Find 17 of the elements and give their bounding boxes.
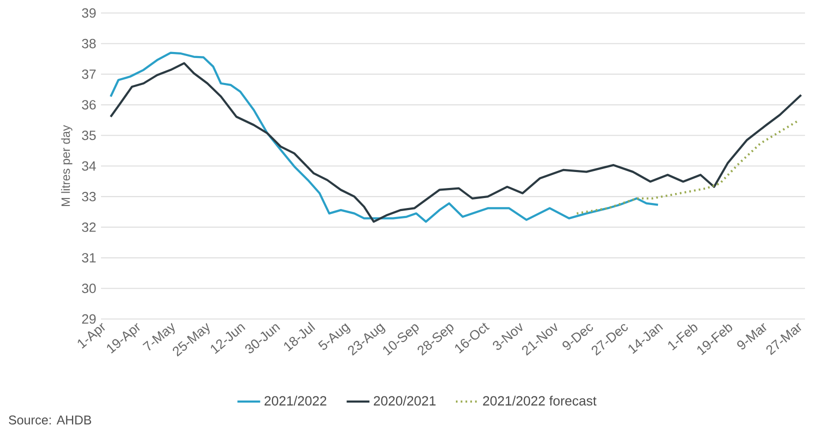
legend-label: 2021/2022 [264, 396, 326, 406]
legend-label: 2021/2022 forecast [483, 396, 596, 406]
y-axis-title: M litres per day [61, 125, 72, 206]
line-series [110, 62, 802, 223]
y-tick-label: 31 [82, 253, 96, 263]
y-tick-label: 32 [82, 222, 96, 232]
y-tick-label: 36 [82, 100, 96, 110]
source-note: Source: AHDB [8, 416, 92, 424]
y-tick-label: 30 [82, 284, 96, 294]
y-tick-label: 29 [82, 314, 96, 324]
y-tick-label: 39 [82, 8, 96, 18]
y-tick-label: 34 [82, 161, 96, 171]
y-tick-label: 37 [82, 69, 96, 79]
legend-label: 2020/2021 [374, 396, 436, 406]
y-tick-label: 35 [82, 130, 96, 140]
y-tick-label: 38 [82, 38, 96, 48]
y-tick-label: 33 [82, 192, 96, 202]
